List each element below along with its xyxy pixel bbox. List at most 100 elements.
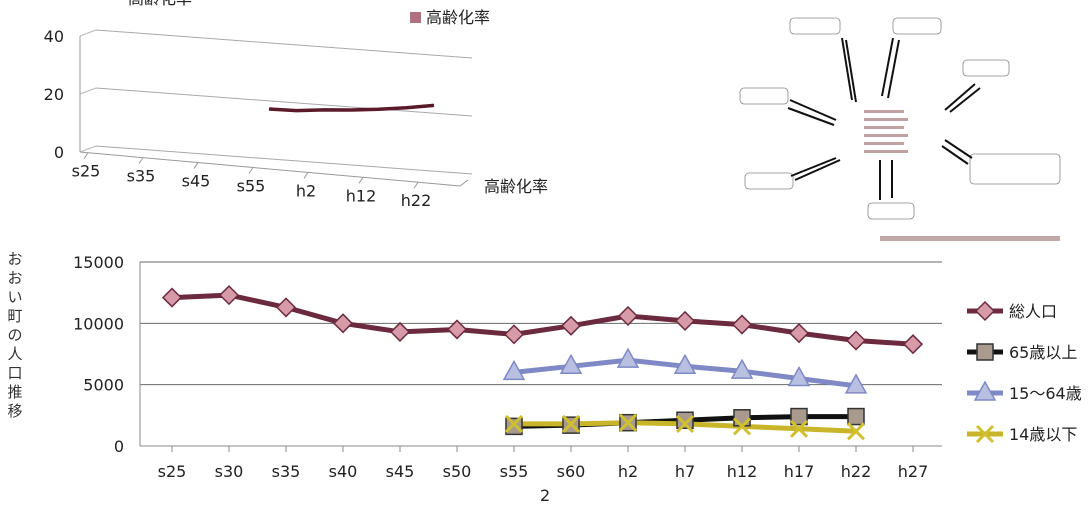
data-point (788, 323, 810, 344)
series-line (171, 292, 914, 347)
population-y-axis-label: お お い 町 の 人 口 推 移 (4, 250, 26, 421)
x-tick (303, 172, 309, 179)
diagram-arrow (881, 37, 894, 97)
diagram-box (892, 17, 942, 35)
data-point (503, 324, 525, 345)
data-point (504, 414, 524, 433)
data-point (389, 321, 411, 342)
x-tick (83, 152, 89, 159)
diagram-arrow (944, 83, 976, 111)
data-point (730, 358, 754, 379)
data-point (732, 417, 752, 436)
diagram-arrow (789, 99, 837, 121)
data-point (275, 297, 297, 318)
data-point (846, 422, 866, 441)
gridline (95, 145, 473, 175)
diagram-arrow (841, 37, 853, 101)
data-point (973, 380, 997, 401)
x-tick-label: h17 (784, 462, 815, 481)
diagram-text-bar (864, 126, 904, 129)
data-point (733, 409, 751, 427)
x-axis-line (79, 151, 461, 187)
diagram-arrow (787, 107, 835, 126)
data-point (617, 305, 639, 327)
gridline-depth (79, 87, 97, 95)
data-point (218, 285, 240, 306)
diagram-text-bar (864, 110, 904, 113)
gridline-depth (79, 29, 97, 37)
diagram-arrow (790, 157, 837, 177)
y-tick-label: 0 (114, 437, 124, 456)
legend-label: 65歳以上 (1009, 343, 1077, 362)
data-point (845, 330, 867, 351)
y-tick-label: 40 (44, 27, 64, 46)
y-axis-char: 口 (7, 364, 23, 382)
y-tick-label: 15000 (73, 253, 124, 272)
diagram-text-bar (864, 118, 908, 121)
x-tick-label: s25 (158, 462, 187, 481)
data-point (332, 313, 354, 334)
data-point (787, 365, 811, 387)
x-tick-label: s60 (557, 462, 586, 481)
x-tick-label: s55 (237, 176, 266, 195)
x-tick-label: s35 (127, 167, 156, 186)
x-tick-label: h2 (618, 462, 638, 481)
diagram-box (867, 202, 915, 220)
diagram-text-bar (864, 150, 908, 153)
x-tick-label: s45 (182, 172, 211, 191)
legend-swatch (410, 12, 421, 23)
x-tick (193, 162, 199, 169)
diagram-box (789, 17, 841, 35)
y-axis-char: お (7, 269, 23, 287)
page-number: 2 (540, 486, 551, 505)
migration-flow-diagram-icon (739, 17, 1061, 241)
x-tick-label: h12 (727, 462, 758, 481)
data-point (616, 347, 640, 368)
data-point (561, 414, 581, 433)
x-tick-label: s40 (329, 462, 358, 481)
x-tick (248, 167, 254, 174)
data-point (731, 314, 753, 335)
diagram-text-bar (864, 142, 904, 145)
aging-rate-line (268, 103, 435, 113)
y-tick-label: 10000 (73, 314, 124, 333)
diagram-box (962, 59, 1010, 77)
x-tick-label: s25 (72, 162, 101, 181)
y-axis-char: お (7, 250, 23, 268)
data-point (844, 373, 868, 394)
data-point (976, 343, 994, 361)
depth-axis-label: 高齢化率 (484, 177, 548, 196)
data-point (975, 424, 995, 444)
x-tick-label: h12 (346, 186, 377, 205)
data-point (673, 353, 697, 375)
diagram-box (739, 87, 789, 105)
x-tick (413, 181, 419, 189)
data-point (560, 315, 582, 336)
gridline (95, 87, 473, 117)
data-point (505, 417, 523, 436)
diagram-text-bar (864, 134, 908, 137)
data-point (161, 287, 183, 308)
data-point (618, 413, 638, 432)
x-tick-label: h2 (296, 181, 316, 200)
x-tick (358, 177, 364, 184)
diagram-arrow (944, 139, 973, 159)
x-tick-label: s50 (443, 462, 472, 481)
y-axis-char: 町 (7, 307, 23, 325)
x-tick-label: s30 (215, 462, 244, 481)
y-axis-char: い (7, 288, 23, 306)
legend-label: 14歳以下 (1009, 425, 1077, 444)
x-tick-label: s45 (386, 462, 415, 481)
data-point (674, 310, 696, 331)
legend-label: 15～64歳 (1009, 384, 1082, 403)
data-point (675, 414, 695, 433)
x-tick-label: h22 (401, 191, 432, 210)
x-tick-label: h27 (898, 462, 929, 481)
gridline (95, 29, 473, 59)
diagram-box (969, 153, 1061, 185)
y-tick-label: 0 (54, 143, 64, 162)
data-point (789, 419, 809, 438)
x-tick-label: s35 (272, 462, 301, 481)
